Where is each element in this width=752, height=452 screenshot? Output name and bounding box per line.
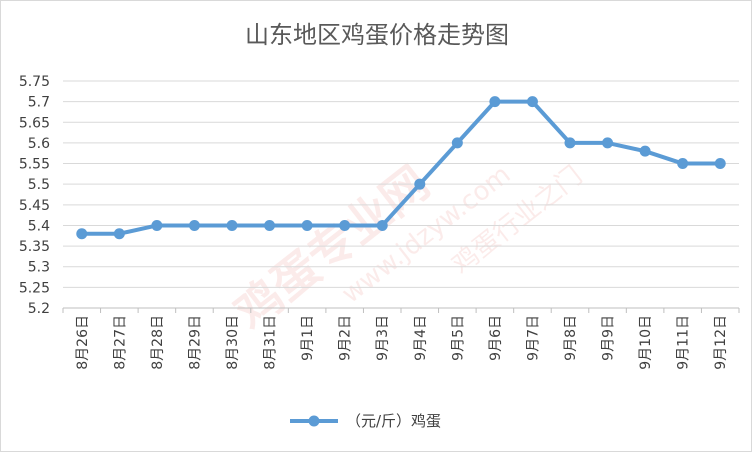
data-point bbox=[113, 228, 125, 240]
y-tick-label: 5.3 bbox=[28, 260, 50, 276]
legend-marker bbox=[308, 415, 320, 427]
data-point bbox=[639, 145, 651, 157]
x-tick-label: 9月2日 bbox=[338, 315, 354, 361]
x-tick-label: 8月28日 bbox=[150, 315, 166, 370]
x-tick-label: 9月11日 bbox=[676, 315, 692, 370]
y-tick-label: 5.2 bbox=[28, 301, 50, 317]
data-point bbox=[339, 219, 351, 231]
x-tick-label: 8月30日 bbox=[225, 315, 241, 370]
x-tick-label: 8月29日 bbox=[187, 315, 203, 370]
y-tick-label: 5.6 bbox=[28, 136, 50, 152]
data-point bbox=[414, 178, 426, 190]
x-tick-label: 9月8日 bbox=[563, 315, 579, 361]
data-point bbox=[564, 137, 576, 149]
chart-title: 山东地区鸡蛋价格走势图 bbox=[245, 21, 509, 49]
x-tick-label: 9月5日 bbox=[450, 315, 466, 361]
x-tick-label: 9月12日 bbox=[713, 315, 729, 370]
y-tick-label: 5.75 bbox=[19, 74, 50, 90]
data-point bbox=[376, 219, 388, 231]
gridlines bbox=[62, 80, 740, 313]
y-tick-label: 5.55 bbox=[19, 157, 50, 173]
x-tick-label: 8月31日 bbox=[263, 315, 279, 370]
x-tick-label: 9月10日 bbox=[638, 315, 654, 370]
legend-label: （元/斤）鸡蛋 bbox=[346, 412, 441, 430]
data-point bbox=[226, 219, 238, 231]
y-axis-ticks: 5.2 5.25 5.3 5.35 5.4 5.45 5.5 5.55 5.6 5.65 5.7 5.… bbox=[19, 74, 50, 317]
data-point bbox=[451, 137, 463, 149]
x-tick-label: 8月26日 bbox=[75, 315, 91, 370]
y-tick-label: 5.35 bbox=[19, 239, 50, 255]
y-tick-label: 5.65 bbox=[19, 115, 50, 131]
data-point bbox=[188, 219, 200, 231]
x-tick-label: 9月1日 bbox=[300, 315, 316, 361]
x-tick-label: 9月4日 bbox=[413, 315, 429, 361]
x-tick-label: 9月3日 bbox=[375, 315, 391, 361]
data-point bbox=[301, 219, 313, 231]
data-point bbox=[76, 228, 88, 240]
y-tick-label: 5.4 bbox=[28, 218, 50, 234]
data-point bbox=[151, 219, 163, 231]
data-point bbox=[714, 158, 726, 170]
data-point bbox=[264, 219, 276, 231]
data-point bbox=[526, 96, 538, 108]
x-tick-label: 9月7日 bbox=[525, 315, 541, 361]
x-axis-ticks: 8月26日 8月27日 8月28日 8月29日 8月30日 8月31日 9月1日 9月2日 9月… bbox=[75, 315, 729, 370]
y-tick-label: 5.5 bbox=[28, 177, 50, 193]
x-tick-label: 9月9日 bbox=[601, 315, 617, 361]
y-tick-label: 5.25 bbox=[19, 280, 50, 296]
series-line bbox=[81, 99, 721, 236]
data-point bbox=[602, 137, 614, 149]
y-tick-label: 5.7 bbox=[28, 95, 50, 111]
x-tick-label: 8月27日 bbox=[112, 315, 128, 370]
x-tick-label: 9月6日 bbox=[488, 315, 504, 361]
data-point bbox=[489, 96, 501, 108]
series-layer bbox=[76, 96, 726, 240]
legend: （元/斤）鸡蛋 bbox=[290, 412, 441, 430]
data-point bbox=[677, 158, 689, 170]
y-tick-label: 5.45 bbox=[19, 198, 50, 214]
